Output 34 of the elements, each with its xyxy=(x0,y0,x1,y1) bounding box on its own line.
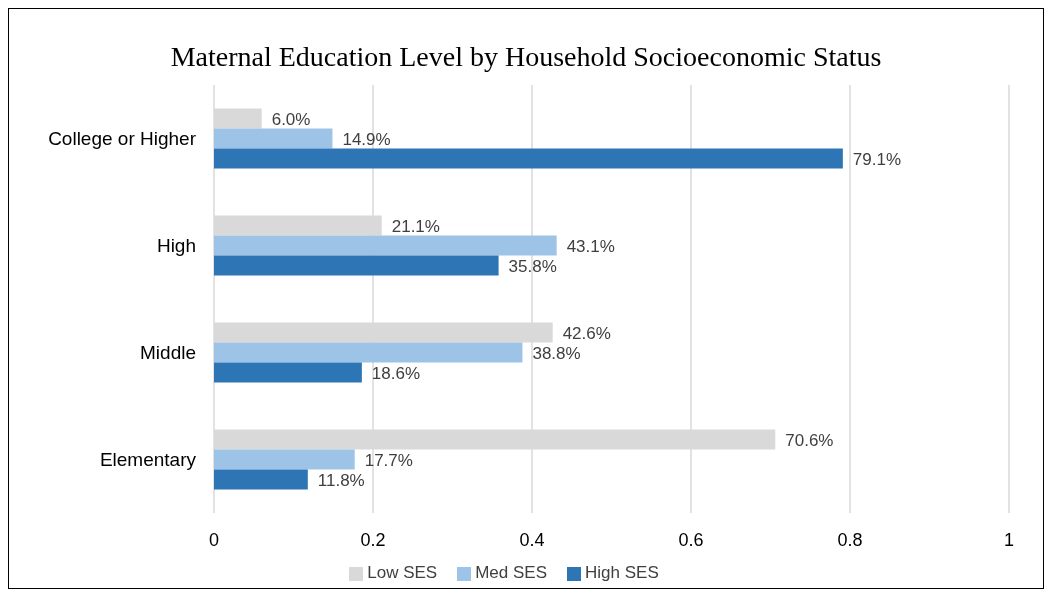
data-label: 18.6% xyxy=(371,363,421,383)
data-label: 70.6% xyxy=(785,430,834,450)
bar xyxy=(214,148,843,169)
data-label: 21.1% xyxy=(391,216,440,236)
x-tick-label: 0.8 xyxy=(837,529,863,550)
x-tick-label: 0.4 xyxy=(519,529,545,550)
data-label: 6.0% xyxy=(271,109,311,129)
data-label: 14.9% xyxy=(342,129,391,149)
bar xyxy=(214,362,362,383)
y-tick-label: High xyxy=(156,235,196,257)
legend-label: High SES xyxy=(585,563,659,582)
y-tick-label: Elementary xyxy=(99,449,197,471)
chart-title: Maternal Education Level by Household Socioeconomic Status xyxy=(169,41,883,73)
data-label: 43.1% xyxy=(566,236,615,256)
bar xyxy=(214,449,355,470)
legend-label: Med SES xyxy=(475,563,548,582)
data-label: 38.8% xyxy=(532,343,581,363)
data-label: 42.6% xyxy=(562,323,611,343)
bar xyxy=(214,128,333,149)
y-tick-label: Middle xyxy=(140,342,196,364)
bar xyxy=(214,342,523,363)
x-tick-label: 0 xyxy=(208,529,220,550)
data-label: 35.8% xyxy=(508,256,557,276)
x-tick-label: 0.2 xyxy=(360,529,386,550)
legend-label: Low SES xyxy=(367,563,438,582)
bar xyxy=(214,255,499,276)
data-label: 79.1% xyxy=(852,149,902,169)
x-tick-label: 0.6 xyxy=(678,529,704,550)
x-tick-label: 1 xyxy=(1003,529,1015,550)
bar xyxy=(214,235,557,256)
bar xyxy=(214,469,308,490)
data-label: 11.8% xyxy=(317,470,365,490)
data-label: 17.7% xyxy=(364,450,413,470)
y-tick-label: College or Higher xyxy=(48,128,197,150)
